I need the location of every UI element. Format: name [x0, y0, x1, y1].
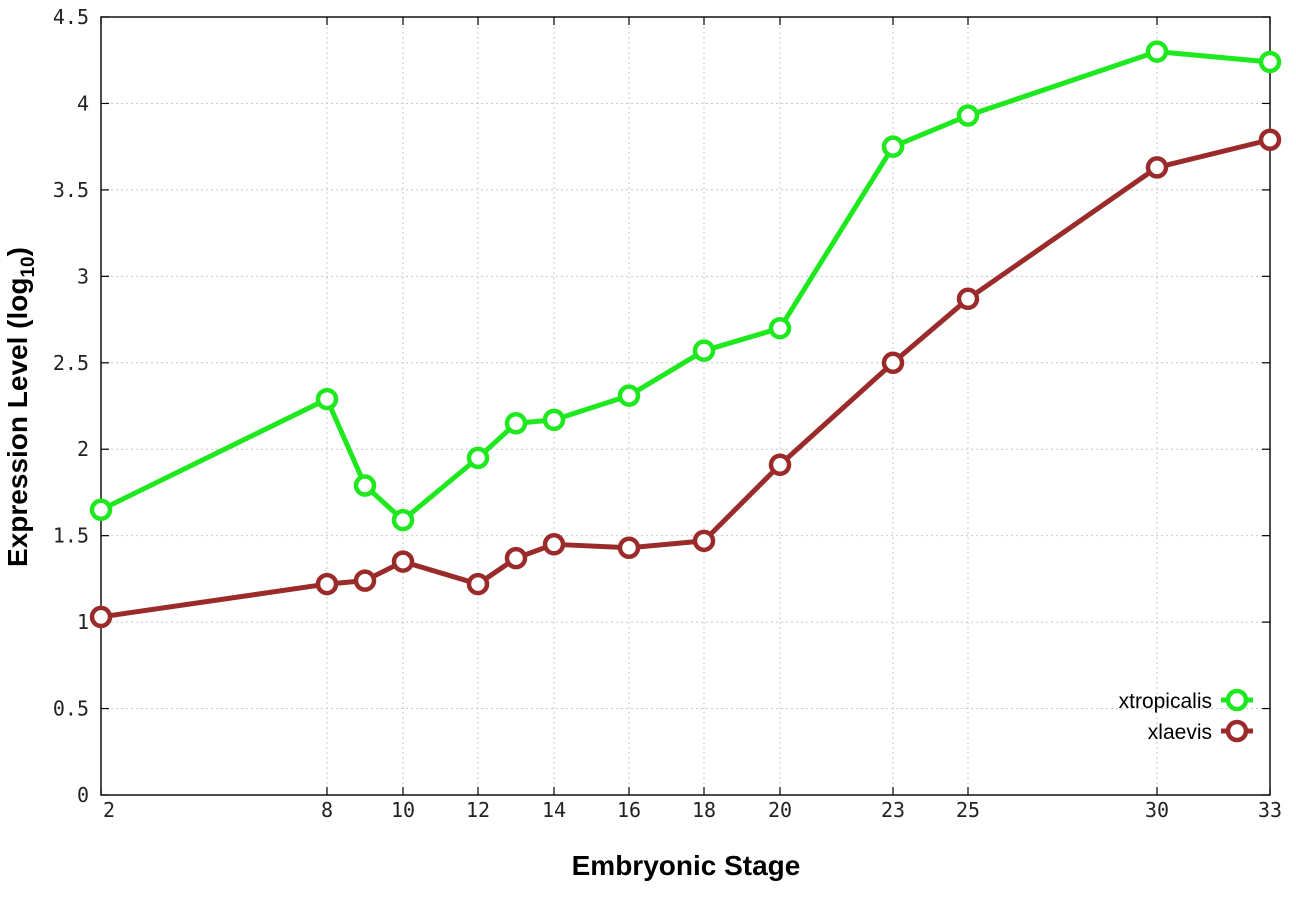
data-point	[391, 508, 415, 532]
x-tick-label: 10	[391, 798, 415, 822]
data-point	[89, 605, 113, 629]
x-tick-label: 12	[466, 798, 490, 822]
y-tick-label: 4	[77, 91, 89, 115]
x-tick-label: 16	[617, 798, 641, 822]
data-point	[504, 546, 528, 570]
x-axis-title: Embryonic Stage	[572, 850, 801, 881]
y-axis-title: Expression Level (log10)	[2, 247, 39, 567]
y-tick-label: 0	[77, 783, 89, 807]
data-point	[315, 387, 339, 411]
data-point	[768, 316, 792, 340]
x-tick-label: 2	[103, 798, 115, 822]
data-point	[1258, 50, 1282, 74]
x-tick-label: 25	[956, 798, 980, 822]
y-tick-label: 3	[77, 264, 89, 288]
y-tick-label: 1.5	[53, 524, 89, 548]
y-axis-title-main: Expression Level (log	[2, 278, 33, 567]
data-point	[1258, 128, 1282, 152]
data-point	[692, 529, 716, 553]
data-point	[768, 453, 792, 477]
y-tick-label: 1	[77, 610, 89, 634]
data-point	[1145, 40, 1169, 63]
x-tick-label: 30	[1145, 798, 1169, 822]
y-tick-label: 4.5	[53, 5, 89, 29]
legend-swatch-marker	[1225, 719, 1249, 743]
x-tick-label: 18	[692, 798, 716, 822]
data-point	[353, 569, 377, 592]
data-point	[881, 135, 905, 158]
data-point	[466, 572, 490, 596]
axes: 0 0.5 1 1.5 2 2.5 3 3.5 4 4.5 2 8 10 12 14 16 18 20 23 25 30…	[53, 5, 1282, 822]
data-point	[466, 446, 490, 470]
data-point	[617, 384, 641, 407]
data-point	[1145, 156, 1169, 179]
x-tick-label: 20	[768, 798, 792, 822]
legend-label: xlaevis	[1148, 721, 1212, 744]
data-point	[504, 412, 528, 435]
data-point	[315, 572, 339, 596]
plot-frame	[100, 16, 1271, 796]
series-xlaevis	[89, 128, 1282, 629]
legend-swatch-marker	[1225, 688, 1249, 712]
y-axis-title-close: )	[2, 247, 33, 256]
x-tick-label: 33	[1258, 798, 1282, 822]
data-point	[391, 550, 415, 573]
y-tick-label: 3.5	[53, 178, 89, 202]
x-tick-label: 14	[542, 798, 566, 822]
data-point	[956, 287, 980, 311]
x-tick-label: 8	[321, 798, 333, 822]
data-point	[956, 104, 980, 127]
data-point	[353, 474, 377, 497]
legend-label: xtropicalis	[1119, 690, 1212, 713]
data-series	[89, 40, 1282, 629]
y-tick-label: 0.5	[53, 697, 89, 721]
y-tick-label: 2.5	[53, 351, 89, 375]
series-xtropicalis	[89, 40, 1282, 532]
series-line	[99, 49, 1271, 523]
series-line	[100, 137, 1271, 620]
data-point	[542, 408, 566, 432]
data-point	[542, 533, 566, 556]
data-point	[881, 351, 905, 375]
x-tick-label: 23	[881, 798, 905, 822]
grid-lines	[101, 17, 1270, 795]
data-point	[617, 536, 641, 560]
data-point	[89, 498, 113, 521]
legend: xtropicalis xlaevis	[1119, 688, 1253, 744]
data-point	[692, 339, 716, 362]
y-axis-title-subscript: 10	[18, 256, 39, 277]
y-tick-label: 2	[77, 437, 89, 461]
